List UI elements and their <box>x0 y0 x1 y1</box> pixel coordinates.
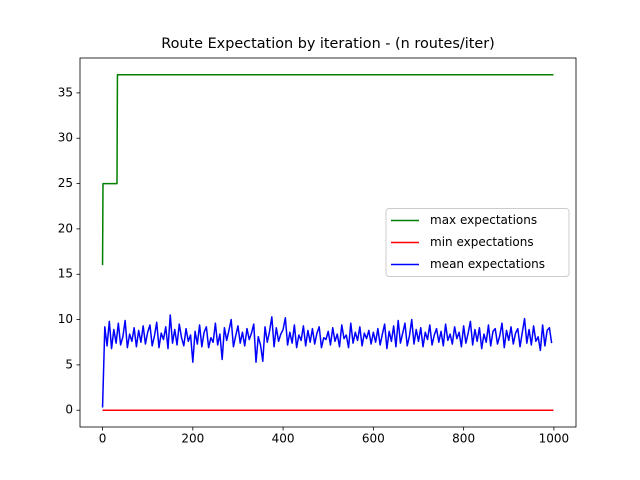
y-tick-label: 35 <box>58 85 73 99</box>
data-line <box>101 74 554 266</box>
y-tick-label: 5 <box>65 357 73 371</box>
legend-box <box>385 208 570 277</box>
y-tick-label: 15 <box>58 267 73 281</box>
x-tick-label: 0 <box>99 432 107 446</box>
legend-label: max expectations <box>430 213 537 227</box>
legend-label: mean expectations <box>430 257 545 271</box>
data-line <box>101 314 553 408</box>
chart-title: Route Expectation by iteration - (n rout… <box>161 36 495 52</box>
legend-label: min expectations <box>430 235 534 249</box>
x-tick-label: 200 <box>181 432 204 446</box>
y-tick-label: 10 <box>58 312 73 326</box>
y-tick-label: 25 <box>58 176 73 190</box>
x-tick-label: 800 <box>452 432 475 446</box>
x-tick-label: 1000 <box>539 432 570 446</box>
plot-frame <box>79 57 577 428</box>
y-tick-label: 20 <box>58 221 73 235</box>
y-tick-label: 0 <box>65 403 73 417</box>
y-tick-label: 30 <box>58 131 73 145</box>
x-tick-label: 400 <box>272 432 295 446</box>
x-tick-label: 600 <box>362 432 385 446</box>
